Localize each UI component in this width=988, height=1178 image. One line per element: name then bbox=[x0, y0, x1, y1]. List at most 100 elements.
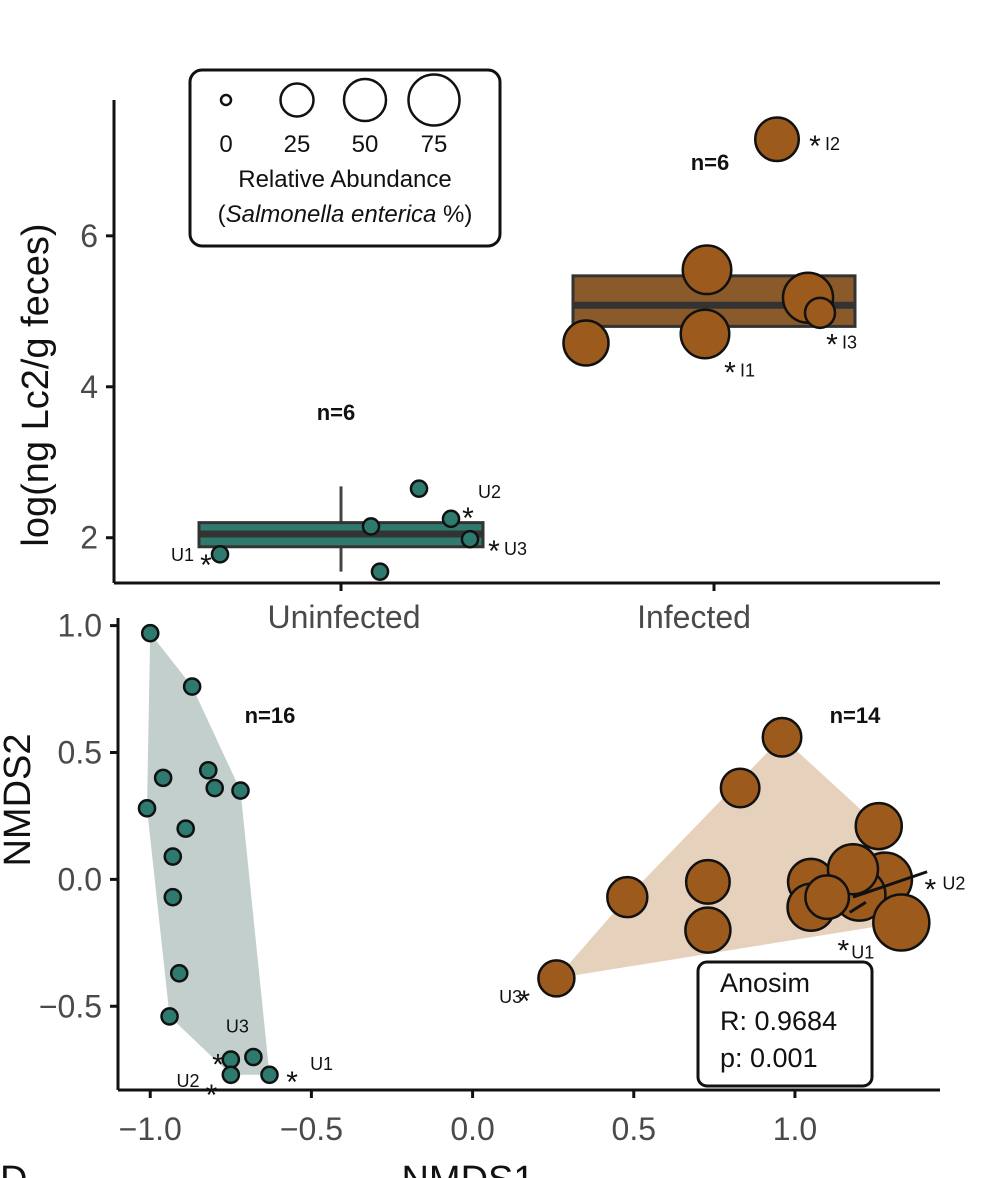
data-point bbox=[153, 768, 173, 788]
sample-label: U1 bbox=[851, 942, 874, 962]
legend-species-name: Salmonella enterica bbox=[226, 201, 437, 228]
data-point bbox=[221, 1050, 241, 1069]
data-point bbox=[198, 760, 218, 780]
anosim-p-value: p: 0.001 bbox=[720, 1043, 818, 1073]
data-point bbox=[854, 801, 904, 851]
sample-label: U2 bbox=[942, 873, 965, 893]
data-point bbox=[244, 1047, 263, 1067]
sample-label: U1 bbox=[171, 545, 194, 565]
sample-star: * bbox=[286, 1066, 298, 1099]
sample-label: U3 bbox=[499, 987, 522, 1007]
x-tick-label: Uninfected bbox=[268, 599, 421, 635]
data-point bbox=[681, 244, 733, 296]
nmds-panel: *U1*U2 *U3* U1* U2*U3 −0.50.00.51.0−1.0 −0.5… bbox=[0, 608, 965, 1178]
data-point bbox=[606, 875, 649, 919]
boxplot-y-axis-title: log(ng Lc2/g feces) bbox=[15, 223, 57, 546]
anosim-box: Anosim R: 0.9684 p: 0.001 bbox=[696, 960, 874, 1088]
data-point bbox=[176, 819, 195, 838]
data-point bbox=[804, 874, 851, 921]
data-point bbox=[872, 893, 931, 952]
data-point bbox=[205, 778, 225, 798]
nmds-x-axis-title: NMDS1 bbox=[401, 1159, 534, 1178]
sample-label: U1 bbox=[310, 1054, 333, 1074]
sample-star: * bbox=[488, 535, 500, 568]
sample-star: * bbox=[212, 1048, 224, 1081]
n-label-uninfected-box: n=6 bbox=[317, 400, 356, 425]
legend-title-line1: Relative Abundance bbox=[238, 166, 452, 193]
data-point bbox=[679, 308, 731, 360]
data-point bbox=[719, 767, 761, 809]
y-tick-label: 0.5 bbox=[58, 734, 102, 770]
data-point bbox=[684, 858, 731, 905]
legend-size-label: 50 bbox=[352, 131, 379, 158]
panel-letter: D bbox=[0, 1159, 27, 1178]
sample-label: U3 bbox=[504, 539, 527, 559]
data-point bbox=[803, 296, 837, 330]
legend-paren-open: ( bbox=[218, 201, 226, 228]
data-point bbox=[537, 959, 576, 998]
nmds-marks: *U1*U2 *U3* U1* U2*U3 bbox=[137, 623, 965, 1112]
data-point bbox=[160, 1007, 179, 1026]
data-point bbox=[163, 887, 183, 907]
sample-star: * bbox=[809, 130, 821, 163]
data-point bbox=[163, 847, 183, 866]
data-point bbox=[221, 1065, 241, 1085]
nmds-y-axis-title: NMDS2 bbox=[0, 733, 39, 866]
y-tick-label: 4 bbox=[80, 369, 98, 405]
x-tick-label: −1.0 bbox=[119, 1111, 182, 1147]
y-tick-label: 6 bbox=[80, 218, 98, 254]
x-tick-label: 0.5 bbox=[612, 1111, 656, 1147]
y-tick-label: −0.5 bbox=[39, 988, 102, 1024]
sample-star: * bbox=[518, 985, 530, 1018]
x-tick-label: 0.0 bbox=[450, 1111, 494, 1147]
boxplot-marks: *U1*U2* U3* I1* I2* I3 bbox=[171, 116, 857, 582]
data-point bbox=[361, 517, 381, 536]
data-point bbox=[562, 319, 610, 367]
data-point bbox=[260, 1065, 279, 1085]
sample-star: * bbox=[462, 502, 474, 535]
legend-percent-suffix: %) bbox=[436, 201, 472, 228]
y-tick-label: 1.0 bbox=[58, 608, 102, 644]
n-label-infected-box: n=6 bbox=[691, 150, 730, 175]
data-point bbox=[761, 716, 803, 758]
data-point bbox=[140, 623, 160, 643]
legend-size-circle bbox=[219, 93, 233, 107]
nmds-axes: −0.5 0.0 0.5 1.0 −1.0 −0.5 0.0 0.5 1.0 bbox=[39, 608, 940, 1147]
sample-label: U2 bbox=[478, 482, 501, 502]
data-point bbox=[210, 545, 230, 564]
data-point bbox=[409, 479, 429, 498]
legend-size-label: 25 bbox=[284, 131, 311, 158]
legend-size-circle bbox=[407, 73, 461, 127]
label-leader-line bbox=[848, 900, 867, 914]
anosim-title: Anosim bbox=[720, 968, 810, 998]
data-point bbox=[182, 677, 202, 696]
sample-star: * bbox=[826, 328, 838, 361]
legend-size-label: 0 bbox=[219, 131, 232, 158]
y-tick-label: 0.0 bbox=[58, 861, 102, 897]
data-point bbox=[441, 509, 461, 529]
x-tick-label: Infected bbox=[637, 599, 751, 635]
data-point bbox=[370, 562, 390, 581]
sample-star: * bbox=[724, 356, 736, 389]
sample-label: U2 bbox=[176, 1071, 199, 1091]
x-tick-label: 1.0 bbox=[773, 1111, 817, 1147]
data-point bbox=[460, 529, 480, 549]
label-leader-line bbox=[852, 870, 928, 899]
legend-size-circle bbox=[342, 77, 388, 123]
data-point bbox=[137, 799, 157, 818]
sample-label: I3 bbox=[842, 332, 857, 352]
legend-size-circles: 0 25 50 75 bbox=[219, 73, 461, 158]
data-point bbox=[169, 963, 189, 983]
data-point bbox=[754, 116, 800, 163]
n-label-infected-nmds: n=14 bbox=[830, 703, 882, 728]
sample-label: I2 bbox=[825, 134, 840, 154]
n-label-uninfected-nmds: n=16 bbox=[245, 703, 296, 728]
sample-star: * bbox=[924, 873, 936, 906]
boxplot-axes: 2 4 6 Uninfected Infected bbox=[80, 100, 940, 635]
data-point bbox=[684, 906, 732, 954]
sample-star: * bbox=[837, 934, 849, 967]
sample-star: * bbox=[200, 549, 212, 582]
anosim-frame bbox=[696, 960, 874, 1088]
